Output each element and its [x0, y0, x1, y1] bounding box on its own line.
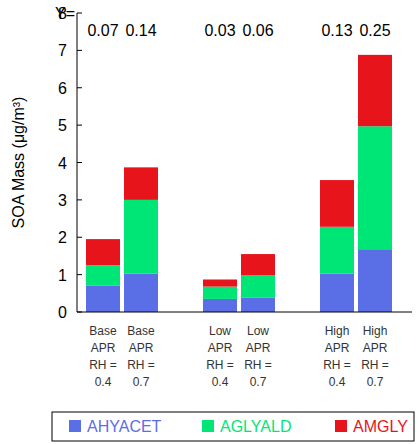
bar-segment: [358, 55, 392, 126]
chart: 012345678SOA Mass (μg/m³)BaseAPRRH =0.4B…: [0, 0, 418, 444]
annotation-value: 0.07: [87, 22, 118, 39]
bar-segment: [124, 274, 158, 312]
bar-segment: [358, 249, 392, 312]
bars: [86, 55, 392, 312]
y-tick: [77, 162, 82, 163]
bar-segment: [320, 227, 354, 274]
y-tick: [77, 312, 82, 313]
x-tick-label: BaseAPRRH =0.7: [127, 324, 155, 389]
y-tick-label: 7: [58, 42, 67, 59]
bar-segment: [124, 167, 158, 200]
x-tick-label: LowAPRRH =0.7: [244, 324, 272, 389]
bar-segment: [86, 239, 120, 265]
annotation-label: Y=: [55, 5, 75, 22]
y-tick: [77, 13, 82, 14]
legend-label: AGLYALD: [220, 418, 291, 435]
y-axis-label: SOA Mass (μg/m³): [10, 97, 27, 229]
x-tick-label: HighAPRRH =0.4: [323, 324, 351, 389]
annotation-value: 0.25: [359, 22, 390, 39]
y-tick: [77, 237, 82, 238]
y-tick: [77, 87, 82, 88]
bar-segment: [241, 275, 275, 297]
y-tick: [77, 274, 82, 275]
y-tick: [77, 199, 82, 200]
x-tick-label: BaseAPRRH =0.4: [89, 324, 117, 389]
bar-segment: [241, 298, 275, 312]
legend-label: AMGLY: [353, 418, 408, 435]
annotation-value: 0.06: [242, 22, 273, 39]
bar-segment: [241, 254, 275, 275]
bar-segment: [320, 274, 354, 312]
legend: AHYACET AGLYALD AMGLY: [52, 412, 414, 441]
annotation-value: 0.13: [321, 22, 352, 39]
y-tick-label: 6: [58, 80, 67, 97]
legend-label: AHYACET: [87, 418, 162, 435]
annotation-value: 0.03: [204, 22, 235, 39]
y-tick-label: 5: [58, 117, 67, 134]
bar-segment: [203, 299, 237, 312]
bar-segment: [320, 180, 354, 227]
x-axis: [77, 312, 412, 313]
x-tick-label: HighAPRRH =0.7: [361, 324, 389, 389]
y-tick: [77, 50, 82, 51]
bar-segment: [203, 279, 237, 286]
bar-segment: [86, 265, 120, 286]
y-tick-label: 4: [58, 155, 67, 172]
legend-swatch: [335, 420, 347, 432]
y-tick-label: 3: [58, 192, 67, 209]
y-tick-label: 0: [58, 304, 67, 321]
legend-swatch: [202, 420, 214, 432]
y-tick-label: 1: [58, 267, 67, 284]
y-tick-label: 2: [58, 229, 67, 246]
annotation-value: 0.14: [125, 22, 156, 39]
y-tick: [77, 125, 82, 126]
bar-segment: [86, 286, 120, 312]
legend-box: [52, 412, 414, 441]
x-tick-label: LowAPRRH =0.4: [206, 324, 234, 389]
bar-segment: [124, 200, 158, 274]
legend-swatch: [69, 420, 81, 432]
bar-segment: [203, 287, 237, 299]
bar-segment: [358, 126, 392, 249]
